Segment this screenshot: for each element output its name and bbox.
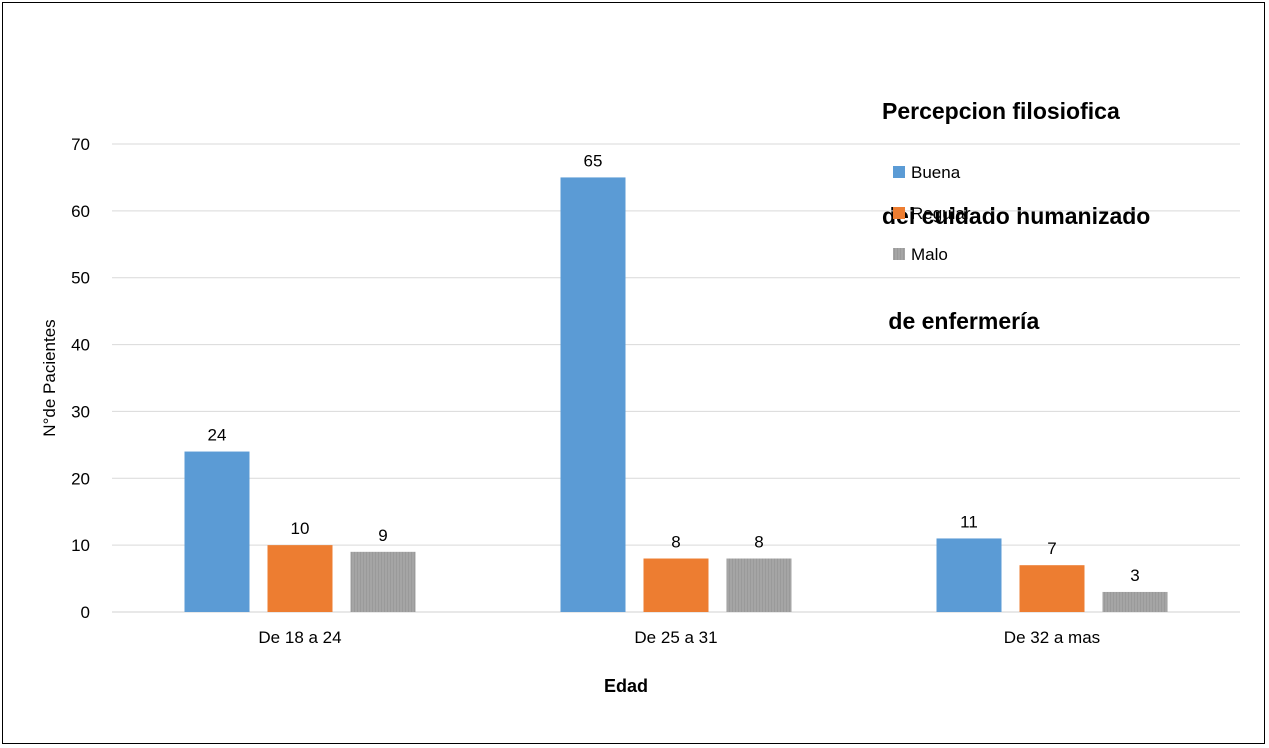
x-tick-label: De 32 a mas — [1004, 628, 1100, 647]
bar-malo — [726, 558, 792, 612]
x-axis-ticks: De 18 a 24 De 25 a 31 De 32 a mas — [258, 628, 1100, 647]
legend-label-malo: Malo — [911, 245, 948, 264]
bar-buena — [184, 451, 250, 612]
bar-regular — [643, 558, 709, 612]
bar-buena — [936, 538, 1002, 612]
y-tick-label: 0 — [81, 603, 90, 622]
y-tick-label: 30 — [71, 402, 90, 421]
bar-buena — [560, 177, 626, 612]
chart-title-line-3: de enfermería — [882, 308, 1040, 334]
x-tick-label: De 18 a 24 — [258, 628, 341, 647]
bar-regular — [267, 545, 333, 612]
data-label: 9 — [378, 526, 387, 545]
data-label: 11 — [960, 512, 978, 531]
y-tick-label: 10 — [71, 536, 90, 555]
data-label: 65 — [584, 151, 603, 170]
y-tick-label: 70 — [71, 135, 90, 154]
bar-malo — [350, 551, 416, 612]
data-labels: 24 10 9 65 8 8 11 7 3 — [208, 151, 1140, 585]
data-label: 10 — [291, 519, 310, 538]
y-tick-label: 20 — [71, 469, 90, 488]
chart-title-line-1: Percepcion filosiofica — [882, 98, 1120, 124]
legend-swatch-buena — [893, 166, 905, 178]
bar-malo — [1102, 591, 1168, 612]
data-label: 24 — [208, 426, 227, 445]
y-tick-label: 60 — [71, 202, 90, 221]
data-label: 7 — [1047, 539, 1056, 558]
y-tick-label: 40 — [71, 336, 90, 355]
y-tick-label: 50 — [71, 269, 90, 288]
data-label: 8 — [754, 533, 763, 552]
data-label: 3 — [1130, 566, 1139, 585]
chart-title: Percepcion filosiofica del cuidado human… — [882, 24, 1242, 374]
legend-swatch-regular — [893, 207, 905, 219]
x-tick-label: De 25 a 31 — [634, 628, 717, 647]
legend-label-regular: Regular — [911, 204, 971, 223]
data-label: 8 — [671, 533, 680, 552]
y-axis-title: N°de Pacientes — [40, 319, 59, 436]
bar-regular — [1019, 565, 1085, 612]
bars — [184, 177, 1168, 612]
legend-label-buena: Buena — [911, 163, 961, 182]
legend: Buena Regular Malo — [893, 163, 971, 264]
y-axis-ticks: 0 10 20 30 40 50 60 70 — [71, 135, 90, 622]
x-axis-title: Edad — [604, 676, 648, 696]
legend-swatch-malo — [893, 248, 905, 260]
chart-title-line-2: del cuidado humanizado — [882, 203, 1151, 229]
